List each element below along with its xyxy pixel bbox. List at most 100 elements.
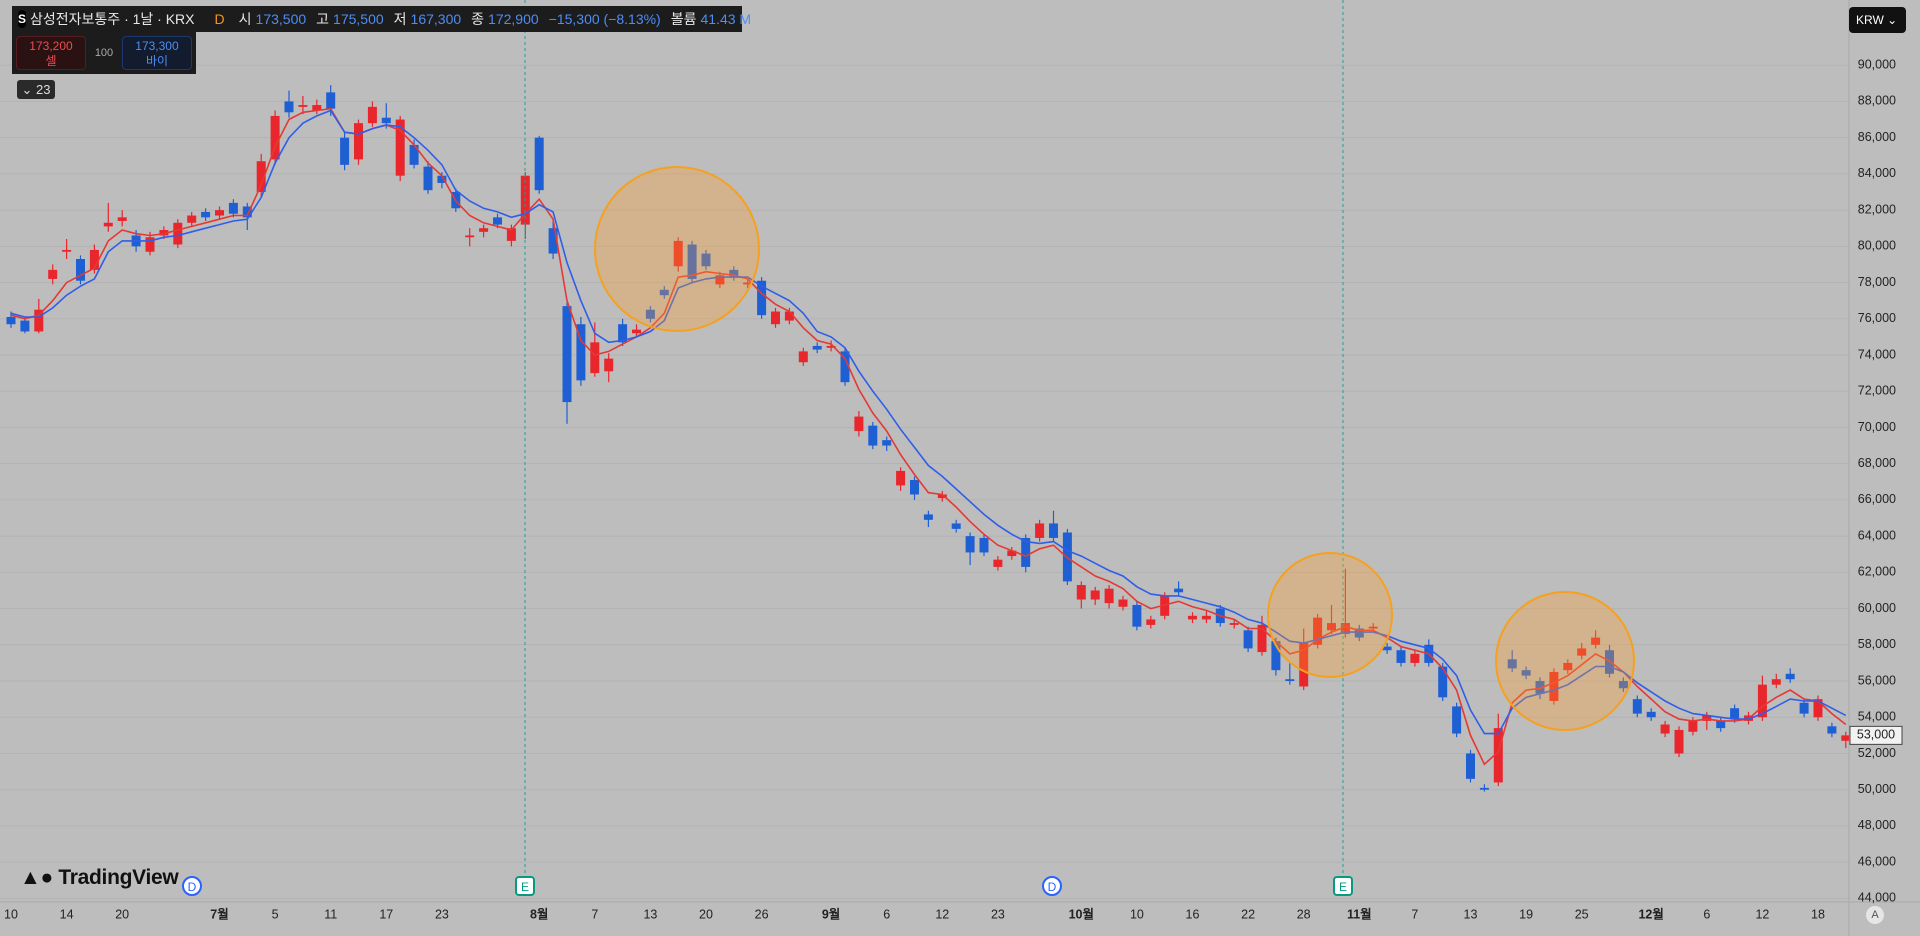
event-marker[interactable]: E: [1333, 876, 1353, 896]
candle-body: [840, 351, 850, 383]
candle-body: [312, 105, 322, 111]
y-tick-label: 46,000: [1858, 854, 1896, 868]
candle-body: [826, 345, 836, 348]
candle-body: [228, 202, 238, 214]
moving-average-line: [10, 107, 1847, 766]
candle-body: [284, 101, 294, 113]
candle-body: [771, 311, 780, 325]
candle-body: [1466, 753, 1475, 779]
candle-body: [1493, 728, 1503, 783]
candle-body: [534, 137, 544, 191]
buy-button[interactable]: 173,300 바이: [121, 36, 192, 70]
axes: 44,000 46,000 48,000 50,000 52,000 54,000 56,0…: [4, 58, 1903, 921]
buy-label: 바이: [145, 54, 169, 68]
candle-body: [687, 244, 697, 279]
brand-name: TradingView: [58, 866, 179, 889]
candle-body: [479, 228, 489, 232]
y-tick-label: 88,000: [1858, 94, 1896, 108]
x-tick-label: 25: [1575, 907, 1589, 921]
ohlc-value: 167,300: [410, 11, 462, 27]
candle-body: [1479, 787, 1489, 790]
candle-body: [298, 105, 308, 107]
x-tick-label: 11: [324, 907, 337, 921]
last-price-tag: [1849, 725, 1903, 745]
candle-body: [1507, 659, 1517, 669]
candle-body: [993, 559, 1003, 567]
candle-body: [1007, 550, 1017, 557]
currency-button[interactable]: KRW ⌄: [1849, 7, 1906, 33]
candle-body: [242, 206, 252, 218]
candle-body: [395, 119, 405, 176]
candle-body: [145, 237, 155, 252]
candle-body: [1674, 729, 1684, 754]
candle-body: [1827, 726, 1837, 734]
candle-body: [965, 536, 975, 553]
moving-average-line: [10, 109, 1847, 735]
x-tick-label: 7월: [210, 906, 228, 921]
candle-body: [1688, 720, 1698, 732]
candle-body: [187, 215, 197, 223]
x-tick-label: 6: [883, 907, 890, 921]
candle-body: [1368, 626, 1378, 629]
y-tick-label: 48,000: [1858, 818, 1896, 832]
quantity[interactable]: 100: [94, 47, 114, 59]
x-tick-label: 18: [1811, 907, 1825, 921]
sell-button[interactable]: 173,200 셀: [16, 36, 86, 70]
candle-body: [1730, 708, 1740, 720]
candle-body: [354, 123, 363, 160]
candle-body: [1118, 599, 1128, 607]
candle-body: [423, 166, 433, 191]
x-tick-label: 12: [935, 907, 949, 921]
x-tick-label: 7: [591, 907, 598, 921]
x-tick-label: 12월: [1638, 906, 1663, 921]
brand-logo[interactable]: ▲● TradingView: [20, 866, 179, 889]
last-price-label: 53,000: [1857, 728, 1895, 742]
candle-body: [868, 425, 878, 446]
candle-body: [1076, 585, 1086, 600]
candle-body: [1660, 724, 1670, 734]
candle-body: [618, 324, 628, 343]
x-tick-label: 10: [1130, 907, 1144, 921]
event-marker[interactable]: E: [515, 876, 535, 896]
candle-body: [1313, 617, 1323, 645]
y-tick-label: 70,000: [1858, 420, 1896, 434]
candle-body: [1327, 623, 1336, 631]
y-tick-label: 84,000: [1858, 166, 1896, 180]
currency: KRW: [1856, 13, 1884, 27]
symbol-title[interactable]: 삼성전자보통주 · 1날 · KRX: [30, 11, 195, 27]
event-marker[interactable]: D: [182, 876, 202, 896]
x-tick-label: 28: [1297, 907, 1311, 921]
candle-body: [34, 309, 44, 332]
volume: 41.43 M: [700, 11, 752, 27]
ohlc-label: 저: [393, 11, 407, 27]
x-tick-label: 11월: [1347, 906, 1372, 921]
candle-body: [201, 211, 211, 218]
candle-body: [1243, 630, 1253, 649]
candle-body: [1299, 642, 1309, 687]
candle-body: [103, 222, 113, 227]
candle-body: [910, 479, 919, 495]
candle-body: [604, 358, 614, 372]
ohlc-value: 172,900: [488, 11, 539, 27]
y-tick-label: 72,000: [1858, 384, 1896, 398]
candle-body: [256, 161, 266, 192]
auto-scale-button[interactable]: A: [1866, 906, 1884, 924]
candle-body: [1521, 670, 1531, 676]
candle-body: [6, 316, 16, 325]
ohlc-label: 시: [238, 11, 252, 27]
x-tick-label: 12: [1755, 907, 1769, 921]
x-tick-label: 26: [755, 907, 769, 921]
candle-body: [1646, 711, 1656, 718]
candle-body: [1841, 735, 1849, 741]
candle-body: [937, 494, 947, 499]
indicator-toggle[interactable]: ⌄ 23: [17, 80, 55, 99]
y-tick-label: 52,000: [1858, 746, 1896, 760]
candle-body: [340, 137, 350, 165]
x-tick-label: 9월: [822, 906, 840, 921]
candle-body: [1410, 653, 1420, 663]
candle-body: [89, 249, 99, 270]
y-tick-label: 80,000: [1858, 239, 1896, 253]
x-tick-label: 10월: [1069, 906, 1094, 921]
event-marker[interactable]: D: [1042, 876, 1062, 896]
